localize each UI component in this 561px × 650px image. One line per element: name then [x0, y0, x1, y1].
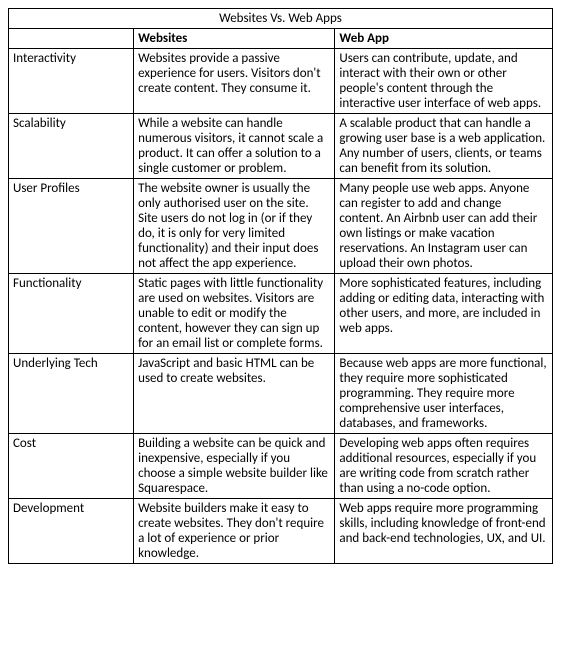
- table-title-row: Websites Vs. Web Apps: [9, 9, 553, 29]
- row-websites: While a website can handle numerous visi…: [134, 114, 335, 179]
- table-row: Development Website builders make it eas…: [9, 499, 553, 564]
- row-label: Functionality: [9, 274, 134, 354]
- row-webapp: More sophisticated features, including a…: [335, 274, 553, 354]
- col-header-webapp: Web App: [335, 29, 553, 49]
- comparison-table: Websites Vs. Web Apps Websites Web App I…: [8, 8, 553, 564]
- table-row: Scalability While a website can handle n…: [9, 114, 553, 179]
- row-label: Cost: [9, 434, 134, 499]
- col-header-websites: Websites: [134, 29, 335, 49]
- row-webapp: Users can contribute, update, and intera…: [335, 49, 553, 114]
- table-row: Cost Building a website can be quick and…: [9, 434, 553, 499]
- table-row: Functionality Static pages with little f…: [9, 274, 553, 354]
- table-row: User Profiles The website owner is usual…: [9, 179, 553, 274]
- col-header-category: [9, 29, 134, 49]
- row-websites: Building a website can be quick and inex…: [134, 434, 335, 499]
- row-webapp: Web apps require more programming skills…: [335, 499, 553, 564]
- row-label: User Profiles: [9, 179, 134, 274]
- row-websites: Websites provide a passive experience fo…: [134, 49, 335, 114]
- row-label: Underlying Tech: [9, 354, 134, 434]
- table-row: Underlying Tech JavaScript and basic HTM…: [9, 354, 553, 434]
- table-header-row: Websites Web App: [9, 29, 553, 49]
- row-websites: Static pages with little functionality a…: [134, 274, 335, 354]
- row-webapp: Developing web apps often requires addit…: [335, 434, 553, 499]
- row-websites: JavaScript and basic HTML can be used to…: [134, 354, 335, 434]
- row-webapp: Because web apps are more functional, th…: [335, 354, 553, 434]
- row-webapp: Many people use web apps. Anyone can reg…: [335, 179, 553, 274]
- row-websites: Website builders make it easy to create …: [134, 499, 335, 564]
- row-websites: The website owner is usually the only au…: [134, 179, 335, 274]
- row-label: Scalability: [9, 114, 134, 179]
- row-label: Development: [9, 499, 134, 564]
- table-row: Interactivity Websites provide a passive…: [9, 49, 553, 114]
- row-webapp: A scalable product that can handle a gro…: [335, 114, 553, 179]
- table-title: Websites Vs. Web Apps: [9, 9, 553, 29]
- row-label: Interactivity: [9, 49, 134, 114]
